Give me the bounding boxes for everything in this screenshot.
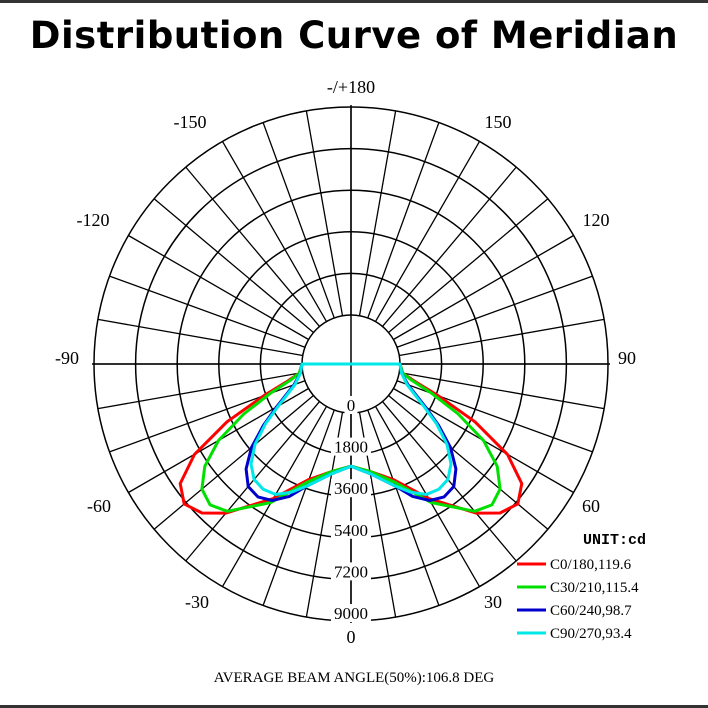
grid-spoke bbox=[382, 402, 516, 561]
grid-spoke bbox=[186, 402, 320, 561]
grid-spoke bbox=[154, 199, 313, 333]
grid-spoke bbox=[98, 319, 303, 355]
angle-tick-label: 150 bbox=[485, 112, 512, 132]
angle-tick-label: 60 bbox=[582, 496, 600, 516]
angle-tick-label: -30 bbox=[185, 592, 209, 612]
angle-tick-label: -150 bbox=[174, 112, 207, 132]
legend-entry: C30/210,115.4 bbox=[550, 580, 639, 596]
legend: UNIT:cd C0/180,119.6 C30/210,115.4 C60/240,… bbox=[517, 532, 646, 642]
unit-label: UNIT:cd bbox=[583, 532, 646, 549]
angle-tick-label: 30 bbox=[484, 592, 502, 612]
angle-tick-label: -90 bbox=[55, 348, 79, 368]
radial-tick-label: 9000 bbox=[334, 604, 368, 623]
grid-spoke bbox=[389, 199, 548, 333]
angle-tick-label: -60 bbox=[87, 496, 111, 516]
grid-spoke bbox=[186, 167, 320, 326]
legend-entry: C90/270,93.4 bbox=[550, 626, 632, 642]
angle-tick-label: 90 bbox=[618, 348, 636, 368]
grid-spoke bbox=[399, 319, 604, 355]
grid-spoke bbox=[382, 167, 516, 326]
grid-spoke bbox=[263, 410, 334, 605]
legend-entry: C0/180,119.6 bbox=[550, 557, 632, 573]
grid-spoke bbox=[368, 410, 439, 605]
radial-tick-label: 5400 bbox=[334, 521, 368, 540]
grid-spoke bbox=[360, 111, 396, 316]
grid-spoke bbox=[109, 276, 304, 347]
grid-spoke bbox=[306, 111, 342, 316]
angle-tick-label: -/+180 bbox=[327, 77, 375, 97]
angle-tick-label: 120 bbox=[583, 210, 610, 230]
angle-tick-label: -120 bbox=[77, 210, 110, 230]
legend-entry: C60/240,98.7 bbox=[550, 603, 632, 619]
radial-tick-label: 1800 bbox=[334, 438, 368, 457]
angle-tick-label: 0 bbox=[347, 627, 356, 647]
radial-tick-label: 3600 bbox=[334, 479, 368, 498]
radial-tick-label: 7200 bbox=[334, 562, 368, 581]
radial-tick-label: 0 bbox=[347, 396, 356, 415]
grid-spoke bbox=[368, 122, 439, 317]
grid-spoke bbox=[397, 276, 592, 347]
average-beam-angle: AVERAGE BEAM ANGLE(50%):106.8 DEG bbox=[0, 670, 708, 687]
grid-spoke bbox=[263, 122, 334, 317]
